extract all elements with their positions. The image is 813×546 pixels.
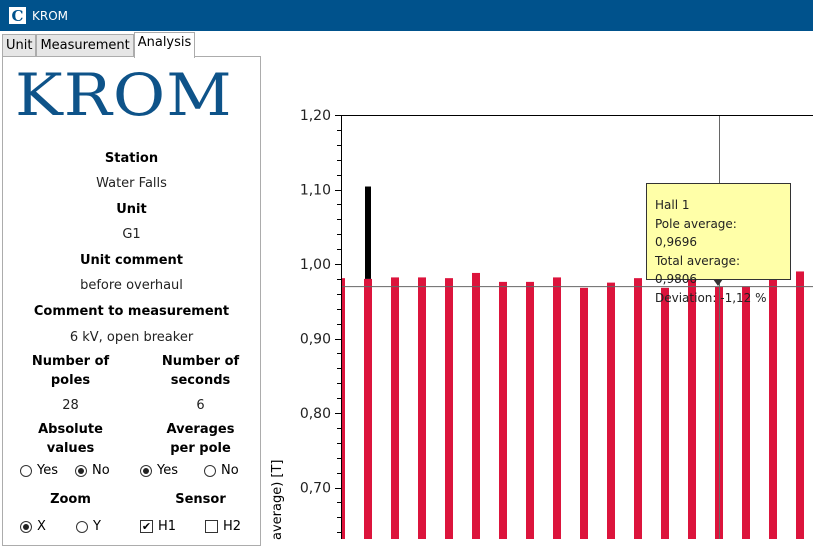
checkmark-icon: ✔ bbox=[140, 520, 153, 533]
bar-pole-10 bbox=[580, 287, 588, 539]
tab-measurement[interactable]: Measurement bbox=[36, 34, 134, 58]
radio-selected-icon bbox=[75, 464, 87, 477]
tooltip-pole-average: Pole average: 0,9696 bbox=[655, 216, 737, 250]
y-tick-label: 1,10 bbox=[300, 183, 331, 199]
radio-selected-icon bbox=[140, 464, 152, 477]
bar-pole-17 bbox=[769, 278, 777, 539]
y-tick-label: 1,20 bbox=[300, 108, 331, 124]
y-tick-label: 1,00 bbox=[300, 257, 331, 273]
checkbox-empty-icon bbox=[205, 520, 218, 533]
bar-pole-3 bbox=[391, 277, 399, 539]
bar-pole-1 bbox=[341, 278, 345, 539]
tooltip-total-average: Total average: 0,9806 bbox=[655, 253, 741, 287]
bar-pole-18 bbox=[796, 271, 804, 539]
seconds-label: Number of seconds bbox=[161, 354, 240, 388]
bar-pole-7 bbox=[499, 281, 507, 539]
bar-pole-14 bbox=[688, 278, 696, 539]
tooltip: Hall 1 Pole average: 0,9696 Total averag… bbox=[646, 183, 791, 305]
y-tick-label: 0,70 bbox=[300, 481, 331, 497]
tooltip-deviation: Deviation: -1,12 % bbox=[655, 290, 767, 305]
averages-yes-radio[interactable]: Yes bbox=[140, 463, 178, 478]
averages-no-radio[interactable]: No bbox=[204, 463, 239, 478]
bar-pole-6 bbox=[472, 272, 480, 539]
info-panel: KROM Station Water Falls Unit G1 Unit co… bbox=[2, 56, 261, 546]
radio-icon bbox=[76, 520, 88, 533]
tab-bar: Unit Measurement Analysis bbox=[2, 32, 196, 58]
krom-logo: KROM bbox=[15, 61, 233, 129]
zoom-x-radio[interactable]: X bbox=[20, 519, 46, 534]
absolute-values-label: Absolute values bbox=[38, 422, 103, 456]
bar-pole-16 bbox=[742, 286, 750, 539]
sensor-label: Sensor bbox=[175, 492, 226, 507]
absolute-yes-radio[interactable]: Yes bbox=[20, 463, 58, 478]
bar-pole-13 bbox=[661, 287, 669, 539]
y-tick-label: 0,90 bbox=[300, 332, 331, 348]
zoom-y-radio[interactable]: Y bbox=[76, 519, 101, 534]
zoom-label: Zoom bbox=[50, 492, 91, 507]
unit-label: Unit bbox=[116, 202, 147, 217]
station-label: Station bbox=[104, 151, 159, 166]
radio-selected-icon bbox=[20, 520, 32, 533]
poles-value: 28 bbox=[62, 398, 79, 413]
unit-comment-value: before overhaul bbox=[80, 278, 183, 293]
sensor-h2-checkbox[interactable]: H2 bbox=[205, 519, 241, 534]
bar-pole-11 bbox=[607, 282, 615, 539]
absolute-no-radio[interactable]: No bbox=[75, 463, 110, 478]
radio-icon bbox=[20, 464, 32, 477]
seconds-value: 6 bbox=[196, 398, 205, 413]
poles-label: Number of poles bbox=[31, 354, 110, 388]
sensor-h1-checkbox[interactable]: ✔ H1 bbox=[140, 519, 177, 534]
y-tick-label: 0,80 bbox=[300, 406, 331, 422]
bar-pole-8 bbox=[526, 281, 534, 539]
measurement-comment-value: 6 kV, open breaker bbox=[69, 330, 194, 345]
peak-bar bbox=[365, 186, 371, 279]
bar-pole-5 bbox=[445, 278, 453, 539]
averages-per-pole-label: Averages per pole bbox=[166, 422, 235, 456]
bar-pole-9 bbox=[553, 277, 561, 539]
unit-comment-label: Unit comment bbox=[79, 253, 184, 268]
bar-pole-2 bbox=[364, 278, 372, 539]
tooltip-title: Hall 1 bbox=[655, 198, 690, 212]
radio-icon bbox=[204, 464, 216, 477]
bar-pole-12 bbox=[634, 278, 642, 539]
tab-unit[interactable]: Unit bbox=[2, 34, 37, 58]
tab-analysis[interactable]: Analysis bbox=[133, 32, 196, 58]
bar-pole-4 bbox=[418, 277, 426, 539]
window-title: KROM bbox=[32, 8, 69, 23]
title-bar: C KROM bbox=[0, 0, 813, 31]
app-c-icon: C bbox=[9, 7, 26, 25]
measurement-comment-label: Comment to measurement bbox=[33, 304, 230, 319]
unit-value: G1 bbox=[122, 227, 141, 242]
station-value: Water Falls bbox=[96, 176, 167, 191]
